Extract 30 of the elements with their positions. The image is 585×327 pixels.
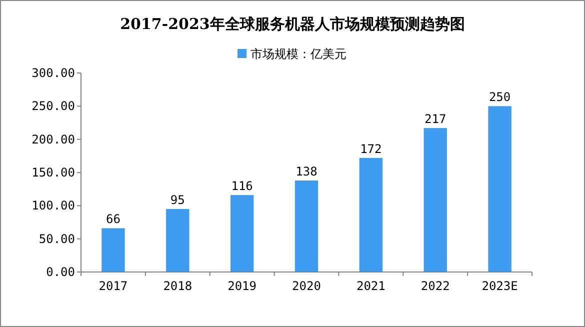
data-label: 172 xyxy=(360,142,382,156)
y-tick-label: 250.00 xyxy=(32,99,75,114)
data-label: 217 xyxy=(424,112,446,126)
x-tick-label: 2023E xyxy=(482,279,518,293)
data-label: 95 xyxy=(170,192,185,207)
bar xyxy=(230,195,254,272)
y-tick-label: 50.00 xyxy=(38,232,75,246)
y-tick-label: 150.00 xyxy=(32,166,75,180)
bar xyxy=(359,158,383,272)
x-tick-label: 2019 xyxy=(228,279,257,293)
y-tick-label: 200.00 xyxy=(32,132,75,146)
data-label: 66 xyxy=(106,212,120,226)
x-tick-label: 2018 xyxy=(163,279,192,293)
bar xyxy=(488,106,512,272)
x-tick-label: 2022 xyxy=(420,279,450,293)
chart-title: 2017-2023年全球服务机器人市场规模预测趋势图 xyxy=(120,15,465,33)
bar xyxy=(102,228,125,272)
data-label: 250 xyxy=(488,90,511,104)
y-tick-label: 300.00 xyxy=(32,66,75,80)
legend-label: 市场规模：亿美元 xyxy=(250,47,346,61)
y-tick-label: 100.00 xyxy=(32,198,75,213)
data-label: 116 xyxy=(231,179,253,194)
x-tick-label: 2021 xyxy=(356,279,386,293)
x-tick-label: 2020 xyxy=(292,279,321,293)
x-tick-label: 2017 xyxy=(98,279,128,293)
bar xyxy=(166,208,190,272)
data-label: 138 xyxy=(296,164,318,178)
bar xyxy=(294,180,318,272)
bar xyxy=(424,128,447,272)
y-tick-label: 0.00 xyxy=(46,265,75,279)
